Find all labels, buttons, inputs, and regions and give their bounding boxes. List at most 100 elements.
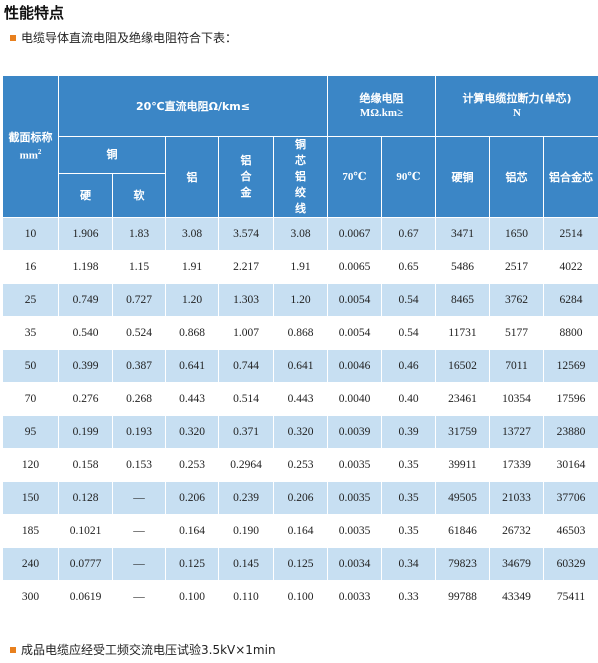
cell-insulation-90: 0.33	[381, 580, 436, 614]
cell-section: 35	[2, 316, 59, 350]
cell-dc-soft: 0.524	[112, 316, 166, 350]
cell-tensile-al-alloy: 46503	[543, 514, 598, 548]
cell-tensile-al-alloy: 37706	[543, 481, 598, 515]
cell-dc-cu-clad-al: 0.125	[273, 547, 328, 581]
cell-dc-aluminum: 0.320	[165, 415, 219, 449]
cell-insulation-90: 0.65	[381, 250, 436, 284]
cell-insulation-70: 0.0034	[327, 547, 382, 581]
cell-insulation-70: 0.0054	[327, 316, 382, 350]
cell-insulation-70: 0.0046	[327, 349, 382, 383]
cell-tensile-al-alloy: 30164	[543, 448, 598, 482]
cell-tensile-aluminum: 3762	[489, 283, 544, 317]
cell-dc-soft: —	[112, 580, 166, 614]
cell-section: 300	[2, 580, 59, 614]
cell-dc-soft: 0.727	[112, 283, 166, 317]
cell-dc-al-alloy: 0.190	[218, 514, 274, 548]
cell-tensile-hard-copper: 31759	[435, 415, 490, 449]
hard-header: 硬	[58, 172, 113, 219]
cell-dc-aluminum: 3.08	[165, 217, 219, 251]
cell-dc-cu-clad-al: 1.91	[273, 250, 328, 284]
cell-dc-aluminum: 0.443	[165, 382, 219, 416]
cell-insulation-90: 0.54	[381, 283, 436, 317]
cell-tensile-aluminum: 1650	[489, 217, 544, 251]
cell-tensile-al-alloy: 4022	[543, 250, 598, 284]
insulation-header: 绝缘电阻 MΩ.km≥	[327, 75, 436, 137]
intro-note: 电缆导体直流电阻及绝缘电阻符合下表：	[10, 29, 237, 46]
cell-insulation-90: 0.34	[381, 547, 436, 581]
cell-dc-cu-clad-al: 3.08	[273, 217, 328, 251]
soft-header: 软	[112, 172, 166, 219]
cell-insulation-90: 0.35	[381, 481, 436, 515]
temp-90-header: 90℃	[381, 136, 436, 218]
cell-section: 240	[2, 547, 59, 581]
cell-tensile-hard-copper: 39911	[435, 448, 490, 482]
cell-dc-hard: 1.198	[58, 250, 113, 284]
cell-insulation-90: 0.54	[381, 316, 436, 350]
cell-section: 120	[2, 448, 59, 482]
table-row: 16 1.198 1.15 1.91 2.217 1.91 0.0065 0.65 5486 25…	[2, 250, 598, 284]
cell-dc-al-alloy: 0.145	[218, 547, 274, 581]
cell-insulation-70: 0.0033	[327, 580, 382, 614]
table-row: 70 0.276 0.268 0.443 0.514 0.443 0.0040 0.40 234…	[2, 382, 598, 416]
cell-section: 25	[2, 283, 59, 317]
table-row: 150 0.128—0.206 0.239 0.206 0.0035 0.35 49505 2…	[2, 481, 598, 515]
cell-section: 185	[2, 514, 59, 548]
cell-insulation-70: 0.0035	[327, 448, 382, 482]
cell-insulation-70: 0.0067	[327, 217, 382, 251]
cell-dc-hard: 1.906	[58, 217, 113, 251]
table-row: 25 0.749 0.727 1.20 1.303 1.20 0.0054 0.54 8465 3…	[2, 283, 598, 317]
cell-tensile-hard-copper: 16502	[435, 349, 490, 383]
cell-tensile-hard-copper: 61846	[435, 514, 490, 548]
cell-dc-al-alloy: 1.007	[218, 316, 274, 350]
cell-dc-hard: 0.276	[58, 382, 113, 416]
page-title: 性能特点	[4, 4, 65, 22]
table-row: 300 0.0619—0.100 0.110 0.100 0.0033 0.33 99788…	[2, 580, 598, 614]
cell-section: 50	[2, 349, 59, 383]
cell-tensile-aluminum: 43349	[489, 580, 544, 614]
cell-insulation-70: 0.0035	[327, 481, 382, 515]
cell-dc-al-alloy: 0.2964	[218, 448, 274, 482]
cell-dc-soft: 0.193	[112, 415, 166, 449]
cell-insulation-70: 0.0065	[327, 250, 382, 284]
cell-dc-al-alloy: 0.239	[218, 481, 274, 515]
cell-dc-al-alloy: 0.744	[218, 349, 274, 383]
cell-dc-al-alloy: 3.574	[218, 217, 274, 251]
cell-dc-soft: 1.15	[112, 250, 166, 284]
cell-tensile-al-alloy: 2514	[543, 217, 598, 251]
cell-tensile-al-alloy: 8800	[543, 316, 598, 350]
cell-dc-hard: 0.399	[58, 349, 113, 383]
cell-dc-al-alloy: 1.303	[218, 283, 274, 317]
cell-tensile-aluminum: 34679	[489, 547, 544, 581]
orange-square-icon	[10, 34, 16, 41]
cell-section: 10	[2, 217, 59, 251]
cell-dc-soft: —	[112, 547, 166, 581]
cell-tensile-hard-copper: 49505	[435, 481, 490, 515]
cell-dc-cu-clad-al: 0.206	[273, 481, 328, 515]
cell-insulation-70: 0.0054	[327, 283, 382, 317]
cell-insulation-90: 0.40	[381, 382, 436, 416]
cell-tensile-al-alloy: 23880	[543, 415, 598, 449]
aluminum-header: 铝	[165, 136, 219, 218]
cell-dc-aluminum: 0.253	[165, 448, 219, 482]
cell-dc-cu-clad-al: 0.641	[273, 349, 328, 383]
cell-insulation-90: 0.67	[381, 217, 436, 251]
cell-dc-soft: —	[112, 481, 166, 515]
aluminum-core-header: 铝芯	[489, 136, 544, 218]
tensile-header-label: 计算电缆拉断力(单芯)	[462, 92, 572, 105]
cell-tensile-hard-copper: 23461	[435, 382, 490, 416]
orange-square-icon	[10, 646, 16, 653]
cell-dc-al-alloy: 0.371	[218, 415, 274, 449]
cell-dc-hard: 0.128	[58, 481, 113, 515]
table-row: 10 1.906 1.83 3.08 3.574 3.08 0.0067 0.67 3471 16…	[2, 217, 598, 251]
cell-dc-al-alloy: 2.217	[218, 250, 274, 284]
cell-insulation-90: 0.39	[381, 415, 436, 449]
cu-clad-al-header: 铜芯铝绞线	[273, 136, 328, 218]
cell-tensile-aluminum: 13727	[489, 415, 544, 449]
tensile-header-unit: N	[513, 107, 521, 119]
cell-tensile-aluminum: 7011	[489, 349, 544, 383]
cell-dc-cu-clad-al: 1.20	[273, 283, 328, 317]
dc-resistance-header: 20℃直流电阻Ω/km≤	[58, 75, 328, 137]
cell-dc-al-alloy: 0.514	[218, 382, 274, 416]
test-note-text: 成品电缆应经受工频交流电压试验3.5kV×1min	[21, 643, 276, 657]
cell-dc-soft: 0.268	[112, 382, 166, 416]
